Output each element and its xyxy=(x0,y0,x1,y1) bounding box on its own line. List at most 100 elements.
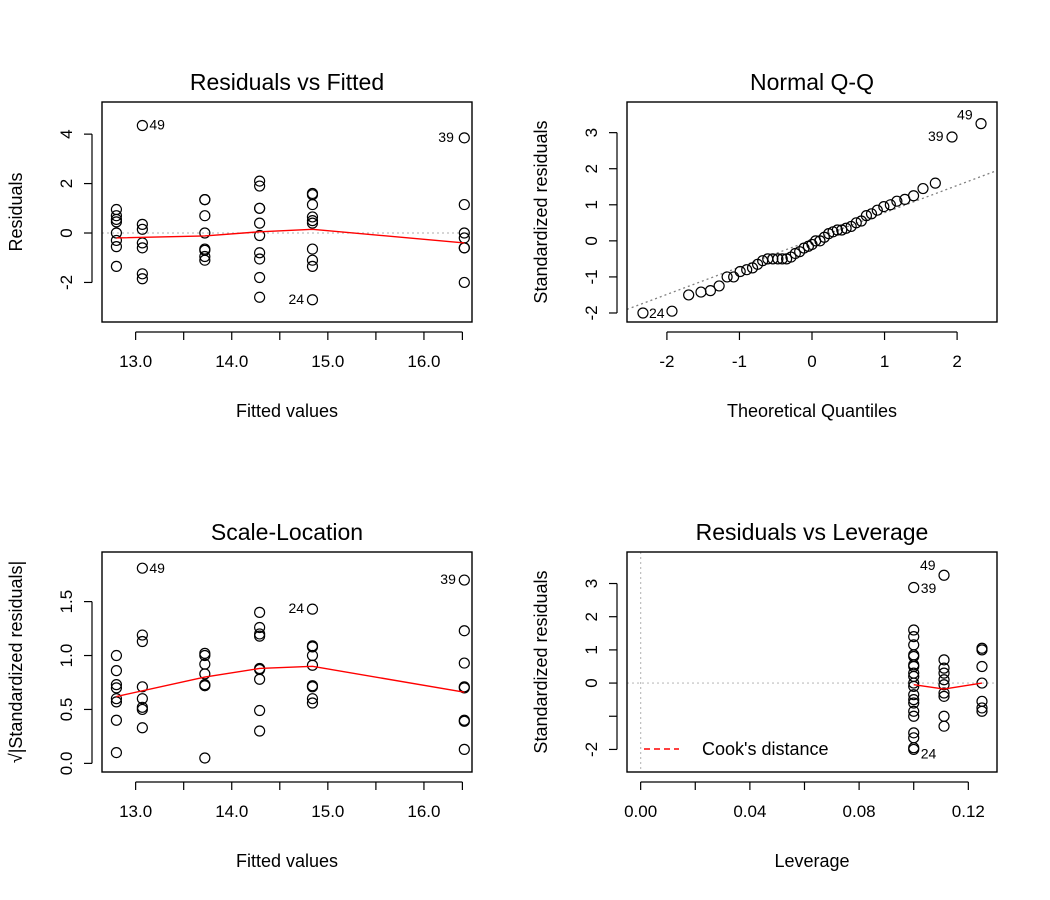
data-point xyxy=(850,217,862,229)
panel-rvl: 39 24 49 Cook's distance 0.00 0.04 0.08 0.12 -2 0… xyxy=(531,519,998,871)
data-point xyxy=(136,218,148,230)
data-point xyxy=(976,660,988,673)
data-point xyxy=(110,227,123,239)
x-tick-label: 0.08 xyxy=(843,802,876,821)
data-point xyxy=(110,693,123,705)
data-point xyxy=(976,702,988,714)
x-axis-label: Leverage xyxy=(774,851,849,871)
data-point xyxy=(254,217,266,229)
data-point xyxy=(666,305,678,317)
data-point xyxy=(938,674,950,686)
point-label: 49 xyxy=(149,116,165,132)
data-point xyxy=(254,725,266,737)
plot-title: Normal Q-Q xyxy=(750,69,874,95)
y-tick-label: 0.5 xyxy=(57,698,76,722)
data-point xyxy=(734,265,746,278)
data-point xyxy=(908,727,920,739)
data-point xyxy=(199,668,211,680)
data-point xyxy=(908,689,920,701)
panel-sl: 49 24 39 13.0 14.0 15.0 16.0 0.0 0.5 1.0 1.5 Scale-… xyxy=(6,519,473,871)
data-point xyxy=(306,603,319,615)
y-tick-label: 0 xyxy=(582,236,601,245)
qq-reference-line xyxy=(626,169,998,310)
data-point xyxy=(254,175,266,187)
data-point xyxy=(110,682,123,694)
x-tick-label: 0.12 xyxy=(952,802,985,821)
x-tick-label: 16.0 xyxy=(407,352,440,371)
y-tick-label: 2 xyxy=(582,612,601,621)
data-point xyxy=(306,217,319,229)
data-point xyxy=(306,254,319,266)
data-point xyxy=(458,657,470,669)
data-point xyxy=(136,693,148,705)
data-point xyxy=(254,180,266,192)
data-point xyxy=(306,693,319,705)
data-point xyxy=(254,628,266,640)
y-tick-label: 1 xyxy=(582,645,601,654)
x-axis-label: Theoretical Quantiles xyxy=(727,401,897,421)
data-point xyxy=(938,569,950,581)
data-point xyxy=(741,264,753,276)
data-point xyxy=(199,194,211,206)
data-point xyxy=(306,211,319,223)
data-point xyxy=(908,697,920,709)
y-tick-label: 0 xyxy=(57,228,76,237)
x-tick-label: 16.0 xyxy=(407,802,440,821)
y-tick-label: 2 xyxy=(57,179,76,188)
data-point xyxy=(860,210,873,222)
y-axis-label: Standardized residuals xyxy=(531,120,551,303)
data-point xyxy=(110,216,123,228)
data-point xyxy=(908,624,920,636)
data-point xyxy=(110,665,123,677)
data-point xyxy=(878,200,890,213)
data-point xyxy=(458,743,470,755)
data-point xyxy=(458,715,470,727)
point-label: 39 xyxy=(438,129,454,145)
data-point xyxy=(458,574,470,586)
plot-frame xyxy=(101,101,473,323)
data-point xyxy=(199,649,211,662)
y-tick-label: 4 xyxy=(57,129,76,138)
y-tick-label: 1.5 xyxy=(57,590,76,614)
y-tick-label: 2 xyxy=(582,164,601,173)
data-point xyxy=(254,606,266,618)
x-tick-label: 1 xyxy=(880,352,889,371)
x-tick-label: 14.0 xyxy=(215,802,248,821)
data-point xyxy=(110,714,123,726)
smooth-line xyxy=(116,665,465,698)
data-point xyxy=(254,247,266,259)
data-point xyxy=(721,271,733,283)
data-point xyxy=(110,241,123,253)
point-label: 49 xyxy=(149,560,165,576)
data-point xyxy=(306,243,319,255)
smooth-line xyxy=(116,228,465,244)
x-tick-label: 2 xyxy=(952,352,961,371)
data-point xyxy=(110,746,123,759)
x-tick-label: 13.0 xyxy=(119,802,152,821)
data-point xyxy=(695,286,707,298)
data-point xyxy=(908,581,920,594)
data-point xyxy=(683,289,695,301)
data-point xyxy=(254,271,266,284)
data-point xyxy=(136,273,148,285)
data-point xyxy=(938,654,950,666)
data-point xyxy=(704,285,717,297)
data-point xyxy=(938,667,950,679)
data-point xyxy=(199,250,211,263)
y-tick-label: -2 xyxy=(582,742,601,757)
data-point xyxy=(254,621,266,634)
data-point xyxy=(306,198,319,211)
x-tick-label: 0.00 xyxy=(624,802,657,821)
data-point xyxy=(136,635,148,648)
data-point xyxy=(458,682,470,694)
data-point xyxy=(458,132,470,144)
x-tick-label: 0 xyxy=(807,352,816,371)
x-tick-label: 13.0 xyxy=(119,352,152,371)
data-point xyxy=(871,204,883,216)
legend-label: Cook's distance xyxy=(702,739,829,759)
plot-title: Scale-Location xyxy=(211,519,363,545)
smooth-line xyxy=(913,682,983,690)
y-axis-label: Standardized residuals xyxy=(531,570,551,753)
